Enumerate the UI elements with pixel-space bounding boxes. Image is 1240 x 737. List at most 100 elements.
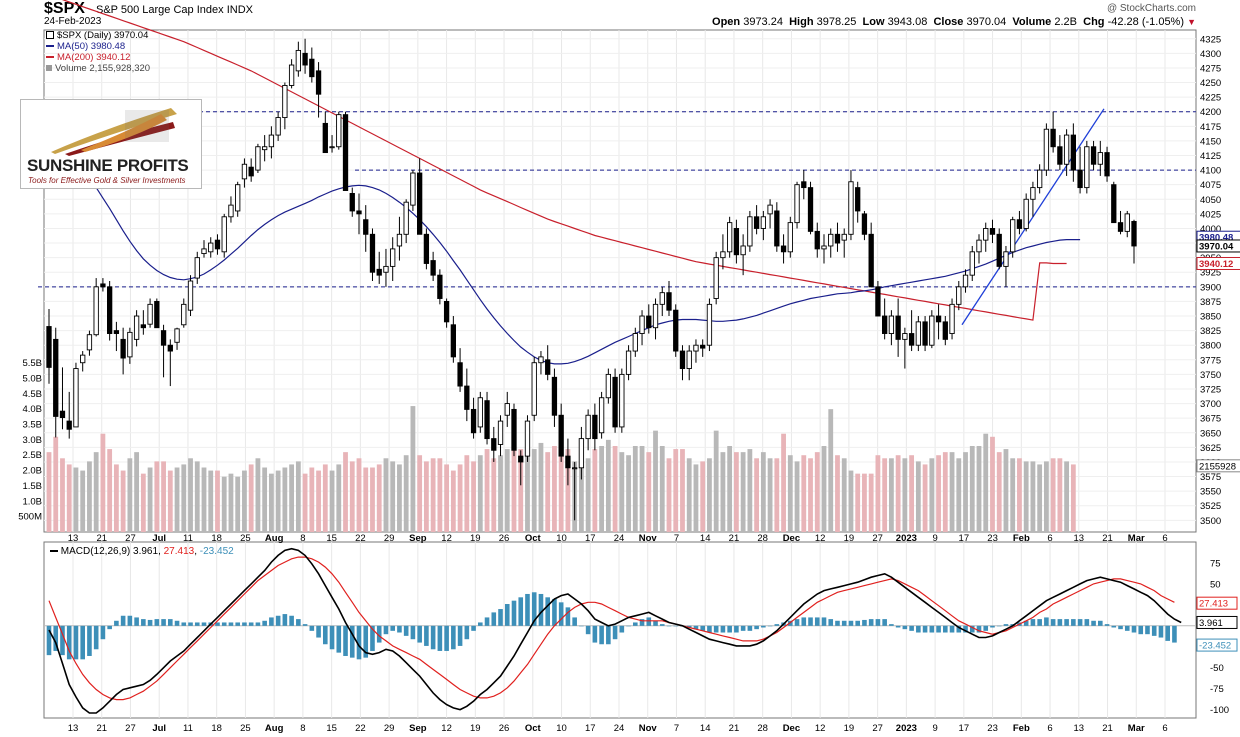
- x-tick-label: 12: [441, 533, 452, 544]
- x-tick-label: 19: [470, 533, 481, 544]
- candle-body: [262, 146, 268, 151]
- macd-x-tick-label: 6: [1162, 723, 1167, 734]
- macd-histogram-bar: [1044, 617, 1049, 626]
- candle-body: [1111, 184, 1117, 224]
- chart-header: $SPX S&P 500 Large Cap Index INDX 24-Feb…: [0, 0, 1240, 30]
- y-tick-label: 3550: [1200, 487, 1221, 498]
- x-tick-label: 29: [384, 533, 395, 544]
- y-tick-label: 4225: [1200, 93, 1221, 104]
- macd-histogram-bar: [592, 625, 598, 643]
- candle-body: [673, 309, 679, 352]
- candle-body: [1010, 219, 1016, 253]
- volume-bar: [53, 436, 59, 532]
- macd-histogram-bar: [868, 619, 874, 626]
- candle-body: [902, 333, 908, 340]
- candle-body: [727, 222, 733, 253]
- candle-body: [760, 216, 766, 229]
- volume-bar: [760, 452, 766, 532]
- candle-body: [356, 210, 362, 215]
- volume-tick-label: 5.0B: [22, 373, 42, 384]
- candle-body: [113, 330, 120, 334]
- candle-body: [888, 315, 895, 334]
- macd-histogram-bar: [242, 622, 247, 626]
- x-tick-label: Jul: [152, 533, 166, 544]
- volume-bar: [781, 433, 786, 532]
- macd-x-tick-label: 17: [585, 723, 596, 734]
- volume-bar: [349, 461, 355, 532]
- macd-histogram-bar: [1091, 620, 1096, 626]
- volume-bar: [316, 470, 321, 532]
- volume-tick-label: 1.0B: [22, 496, 42, 507]
- candle-body: [470, 408, 477, 434]
- volume-bar: [215, 470, 220, 532]
- candle-body: [518, 455, 524, 463]
- macd-x-tick-label: 17: [959, 723, 970, 734]
- macd-histogram-bar: [491, 612, 497, 626]
- candle-body: [787, 222, 793, 253]
- candle-body: [834, 233, 841, 244]
- macd-histogram-bar: [653, 620, 658, 626]
- y-tick-label: 3725: [1200, 384, 1221, 395]
- macd-histogram-bar: [599, 625, 604, 645]
- volume-bar: [235, 476, 241, 532]
- candle-body: [282, 85, 288, 119]
- macd-histogram-bar: [646, 617, 652, 626]
- macd-histogram-bar: [107, 625, 112, 630]
- macd-histogram-bar: [666, 625, 672, 627]
- macd-histogram-bar: [585, 625, 591, 635]
- y-tick-label: 3825: [1200, 326, 1221, 337]
- volume-bar: [322, 464, 328, 532]
- volume-bar: [181, 464, 187, 532]
- candle-body: [140, 324, 146, 329]
- y-tick-label: 3625: [1200, 443, 1221, 454]
- volume-bar: [707, 458, 712, 532]
- candle-body: [1070, 134, 1076, 171]
- volume-bar: [73, 467, 79, 532]
- candle-body: [713, 257, 719, 299]
- volume-bar: [902, 458, 908, 532]
- candle-body: [740, 245, 746, 256]
- volume-bar: [693, 464, 699, 532]
- volume-bar: [639, 446, 645, 532]
- volume-bar: [1043, 461, 1049, 532]
- volume-bar: [484, 449, 490, 532]
- macd-histogram-bar: [228, 622, 234, 626]
- candle-body: [201, 248, 207, 255]
- candle-body: [969, 251, 975, 276]
- candle-body: [66, 420, 72, 430]
- candle-body: [430, 260, 436, 276]
- volume-bar: [794, 461, 800, 532]
- y-tick-label: 4175: [1200, 122, 1221, 133]
- candle-body: [1037, 169, 1043, 189]
- macd-histogram-bar: [1098, 620, 1103, 626]
- volume-bar: [619, 452, 625, 532]
- volume-bar: [929, 458, 935, 532]
- candle-body: [181, 303, 187, 326]
- volume-last-tag: 2155928: [1199, 461, 1236, 472]
- volume-bar: [140, 473, 146, 532]
- macd-x-tick-label: 29: [384, 723, 395, 734]
- candle-body: [208, 242, 214, 253]
- volume-tick-label: 2.5B: [22, 450, 42, 461]
- volume-bar: [309, 467, 315, 532]
- volume-bar: [814, 452, 820, 532]
- macd-histogram-bar: [457, 625, 463, 646]
- macd-histogram-bar: [376, 625, 382, 643]
- price-panel-frame: [43, 29, 1197, 533]
- volume-bar: [828, 409, 834, 532]
- macd-histogram-bar: [639, 619, 645, 626]
- volume-bar: [740, 452, 746, 532]
- volume-bar: [491, 458, 497, 532]
- volume-bar: [390, 461, 396, 532]
- volume-bar: [821, 446, 827, 532]
- y-tick-label: 4250: [1200, 78, 1221, 89]
- macd-histogram-bar: [174, 620, 180, 626]
- macd-histogram-bar: [289, 615, 294, 626]
- volume-bar: [450, 470, 456, 532]
- macd-histogram-bar: [761, 625, 766, 628]
- macd-histogram-bar: [774, 624, 780, 626]
- candle-body: [686, 350, 692, 370]
- macd-histogram-bar: [316, 625, 321, 638]
- volume-bar: [646, 452, 652, 532]
